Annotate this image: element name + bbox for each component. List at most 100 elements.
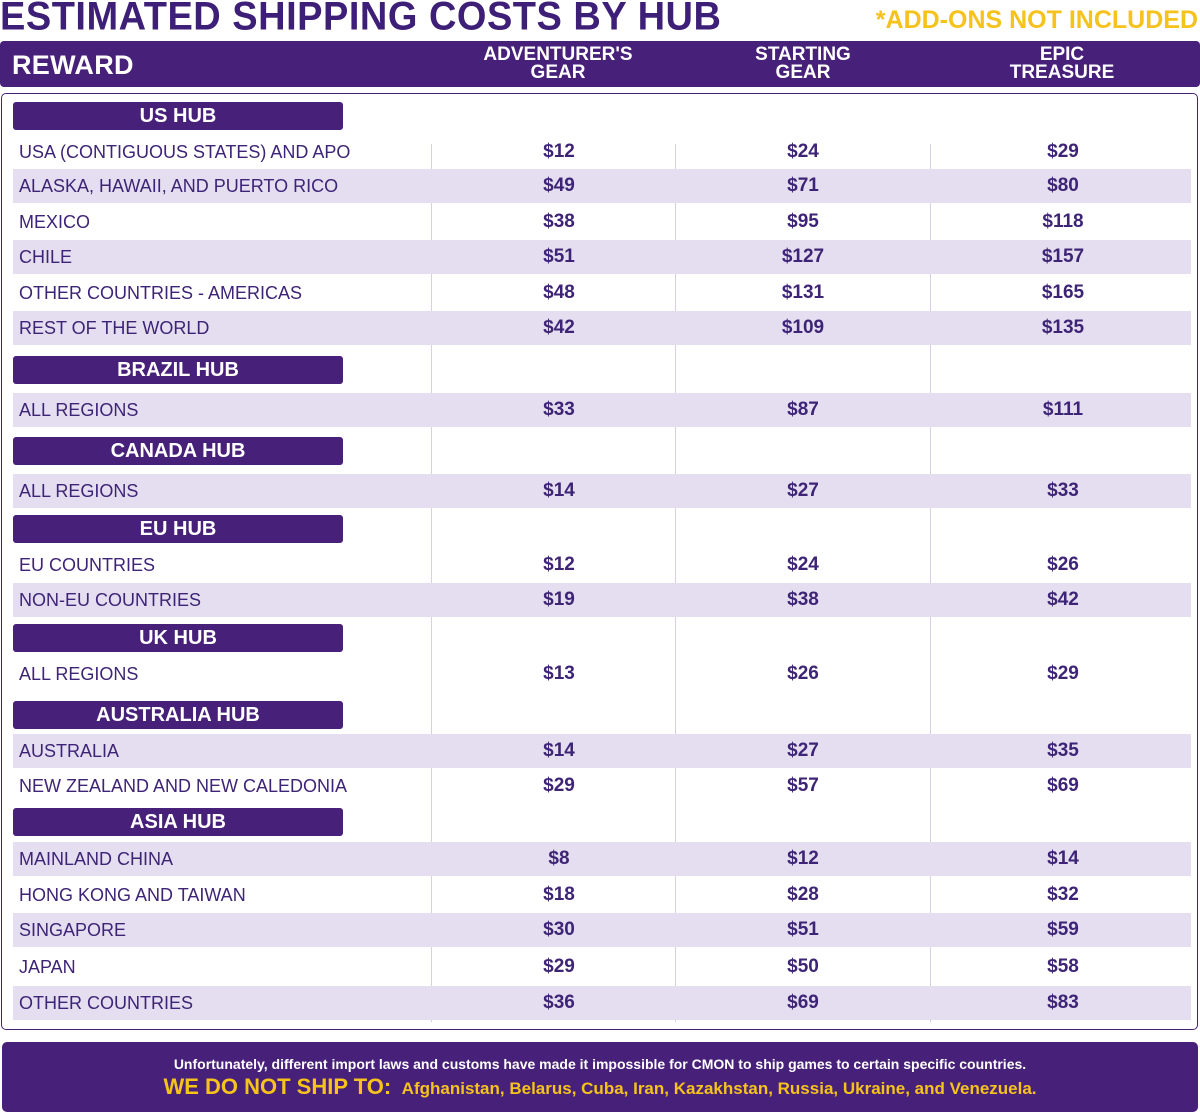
shipping-price: $36 xyxy=(543,992,575,1013)
hub-label: ASIA HUB xyxy=(13,808,343,836)
table-row: ALL REGIONS $33 $87 $111 xyxy=(13,393,1191,427)
no-ship-countries: Afghanistan, Belarus, Cuba, Iran, Kazakh… xyxy=(401,1079,1037,1098)
region-name: AUSTRALIA xyxy=(19,741,120,761)
shipping-price: $69 xyxy=(1047,775,1079,796)
restrictions-note: Unfortunately, different import laws and… xyxy=(173,1056,1027,1072)
shipping-price: $13 xyxy=(543,663,575,684)
shipping-price: $87 xyxy=(787,399,819,420)
shipping-price: $29 xyxy=(1047,141,1079,162)
hub-label: CANADA HUB xyxy=(13,437,343,465)
table-header: REWARD ADVENTURER'S GEAR STARTING GEAR E… xyxy=(0,41,1200,87)
shipping-price: $95 xyxy=(787,211,819,232)
column-header-epic-treasure: EPIC TREASURE xyxy=(1009,44,1115,83)
shipping-price: $42 xyxy=(543,317,575,338)
shipping-price: $131 xyxy=(781,282,825,303)
shipping-table xyxy=(1,93,1198,1030)
shipping-price: $12 xyxy=(543,554,575,575)
shipping-price: $29 xyxy=(543,956,575,977)
reward-column-header: REWARD xyxy=(12,50,134,80)
shipping-price: $127 xyxy=(781,246,825,267)
shipping-price: $14 xyxy=(543,740,575,761)
table-row: CHILE $51 $127 $157 xyxy=(13,240,1191,274)
region-name: EU COUNTRIES xyxy=(19,555,156,575)
shipping-price: $135 xyxy=(1041,317,1085,338)
table-row: ALASKA, HAWAII, AND PUERTO RICO $49 $71 $80 xyxy=(13,169,1191,203)
table-row: REST OF THE WORLD $42 $109 $135 xyxy=(13,311,1191,345)
shipping-price: $59 xyxy=(1047,919,1079,940)
hub-label: AUSTRALIA HUB xyxy=(13,701,343,729)
shipping-restrictions-banner: Unfortunately, different import laws and… xyxy=(2,1042,1198,1112)
shipping-price: $12 xyxy=(787,848,819,869)
region-name: HONG KONG AND TAIWAN xyxy=(19,885,246,905)
shipping-price: $19 xyxy=(543,589,575,610)
hub-label: EU HUB xyxy=(13,515,343,543)
hub-label: UK HUB xyxy=(13,624,343,652)
table-row: OTHER COUNTRIES $36 $69 $83 xyxy=(13,986,1191,1020)
column-header-adventurers-gear: ADVENTURER'S GEAR xyxy=(483,44,633,83)
region-name: ALL REGIONS xyxy=(19,664,139,684)
shipping-price: $49 xyxy=(543,175,575,196)
table-row: USA (CONTIGUOUS STATES) AND APO $12 $24 $29 xyxy=(13,135,1191,169)
shipping-price: $26 xyxy=(787,663,819,684)
region-name: NEW ZEALAND AND NEW CALEDONIA xyxy=(19,776,348,796)
shipping-price: $58 xyxy=(1047,956,1079,977)
shipping-price: $29 xyxy=(543,775,575,796)
region-name: REST OF THE WORLD xyxy=(19,318,210,338)
hub-label: US HUB xyxy=(13,102,343,130)
region-name: ALASKA, HAWAII, AND PUERTO RICO xyxy=(19,176,339,196)
column-header-starting-gear: STARTING GEAR xyxy=(755,44,851,83)
table-row: MEXICO $38 $95 $118 xyxy=(13,205,1191,239)
page-title: ESTIMATED SHIPPING COSTS BY HUB xyxy=(0,0,722,40)
table-row: ALL REGIONS $13 $26 $29 xyxy=(13,657,1191,691)
shipping-price: $18 xyxy=(543,884,575,905)
shipping-price: $69 xyxy=(787,992,819,1013)
shipping-price: $24 xyxy=(787,141,819,162)
shipping-price: $111 xyxy=(1042,399,1084,420)
shipping-price: $24 xyxy=(787,554,819,575)
shipping-price: $38 xyxy=(787,589,819,610)
table-row: MAINLAND CHINA $8 $12 $14 xyxy=(13,842,1191,876)
shipping-price: $48 xyxy=(543,282,575,303)
shipping-price: $12 xyxy=(543,141,575,162)
table-row: ALL REGIONS $14 $27 $33 xyxy=(13,474,1191,508)
shipping-price: $14 xyxy=(543,480,575,501)
region-name: JAPAN xyxy=(19,957,76,977)
region-name: USA (CONTIGUOUS STATES) AND APO xyxy=(19,142,351,162)
shipping-price: $165 xyxy=(1041,282,1085,303)
shipping-price: $14 xyxy=(1047,848,1079,869)
region-name: SINGAPORE xyxy=(19,920,127,940)
shipping-price: $28 xyxy=(787,884,819,905)
shipping-price: $50 xyxy=(787,956,819,977)
table-row: NEW ZEALAND AND NEW CALEDONIA $29 $57 $69 xyxy=(13,769,1191,803)
table-row: AUSTRALIA $14 $27 $35 xyxy=(13,734,1191,768)
shipping-price: $51 xyxy=(543,246,575,267)
region-name: NON-EU COUNTRIES xyxy=(19,590,202,610)
table-row: HONG KONG AND TAIWAN $18 $28 $32 xyxy=(13,878,1191,912)
no-ship-line: WE DO NOT SHIP TO: Afghanistan, Belarus,… xyxy=(2,1074,1198,1100)
table-row: OTHER COUNTRIES - AMERICAS $48 $131 $165 xyxy=(13,276,1191,310)
shipping-price: $38 xyxy=(543,211,575,232)
table-row: SINGAPORE $30 $51 $59 xyxy=(13,913,1191,947)
shipping-price: $33 xyxy=(1047,480,1079,501)
region-name: MEXICO xyxy=(19,212,91,232)
shipping-price: $71 xyxy=(787,175,819,196)
shipping-price: $33 xyxy=(543,399,575,420)
addons-note: *ADD-ONS NOT INCLUDED xyxy=(875,6,1198,34)
shipping-price: $57 xyxy=(787,775,819,796)
shipping-price: $35 xyxy=(1047,740,1079,761)
region-name: ALL REGIONS xyxy=(19,400,139,420)
shipping-price: $109 xyxy=(781,317,825,338)
shipping-price: $29 xyxy=(1047,663,1079,684)
shipping-price: $51 xyxy=(787,919,819,940)
shipping-price: $27 xyxy=(787,740,819,761)
shipping-price: $42 xyxy=(1047,589,1079,610)
shipping-price: $118 xyxy=(1042,211,1084,232)
table-row: NON-EU COUNTRIES $19 $38 $42 xyxy=(13,583,1191,617)
table-row: JAPAN $29 $50 $58 xyxy=(13,950,1191,984)
shipping-price: $26 xyxy=(1047,554,1079,575)
shipping-price: $83 xyxy=(1047,992,1079,1013)
region-name: CHILE xyxy=(19,247,73,267)
shipping-price: $80 xyxy=(1047,175,1079,196)
no-ship-label: WE DO NOT SHIP TO: xyxy=(163,1074,392,1099)
shipping-price: $27 xyxy=(787,480,819,501)
